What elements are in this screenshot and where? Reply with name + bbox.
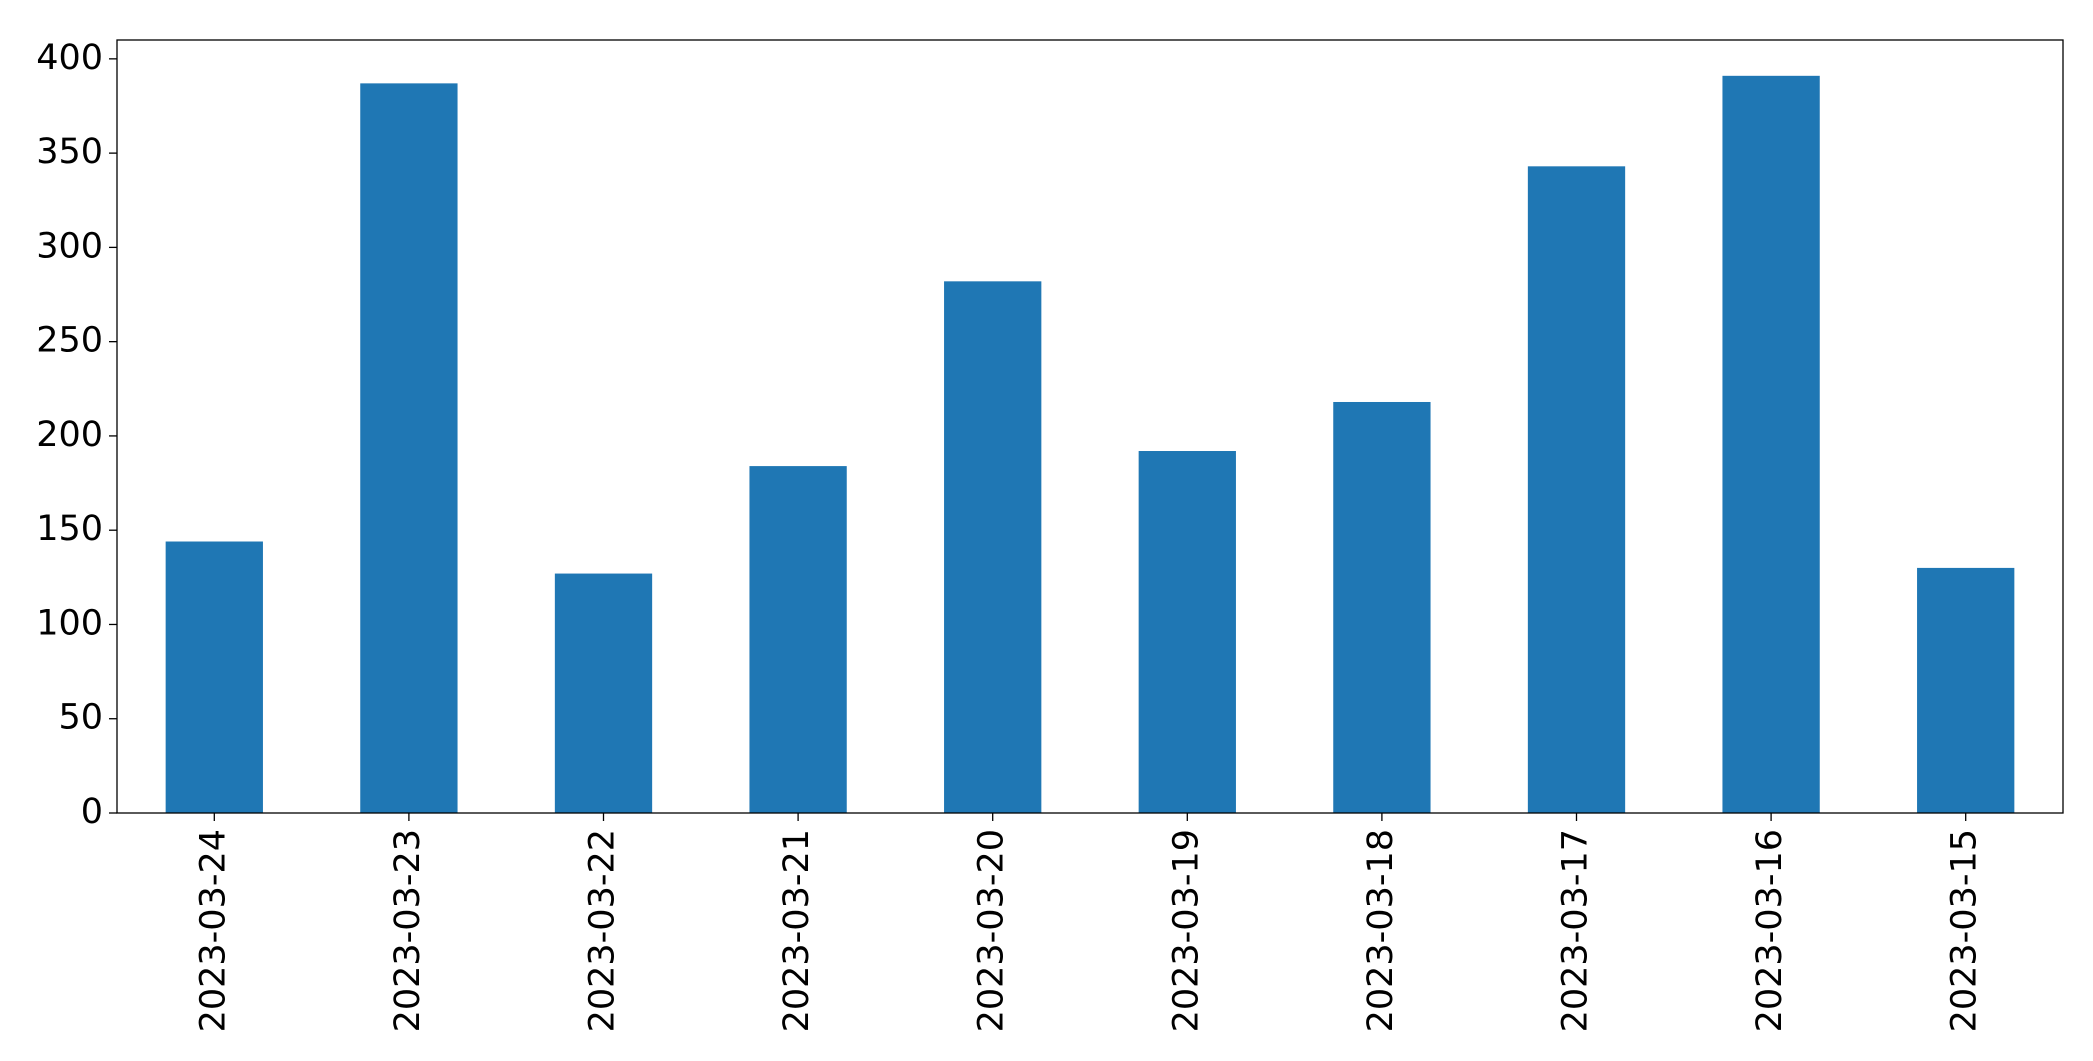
bar xyxy=(1527,166,1626,813)
x-tick-label: 2023-03-23 xyxy=(388,829,428,1032)
bar xyxy=(1333,401,1431,813)
x-tick-label: 2023-03-15 xyxy=(1945,829,1985,1032)
bar xyxy=(360,83,458,814)
x-tick-label: 2023-03-22 xyxy=(583,829,623,1032)
x-tick-label: 2023-03-24 xyxy=(193,829,233,1032)
y-tick-label: 50 xyxy=(58,698,103,738)
y-tick-label: 300 xyxy=(36,226,103,266)
bar xyxy=(1917,567,2015,813)
bar xyxy=(944,281,1042,813)
x-tick-label: 2023-03-20 xyxy=(972,829,1012,1032)
x-tick-label: 2023-03-19 xyxy=(1166,829,1206,1032)
x-tick-label: 2023-03-17 xyxy=(1556,829,1596,1032)
y-tick-label: 250 xyxy=(36,321,103,361)
bar xyxy=(165,541,263,813)
bar xyxy=(749,466,847,813)
bar xyxy=(554,573,653,813)
y-tick-label: 200 xyxy=(36,415,103,455)
bar xyxy=(1722,75,1820,813)
x-tick-label: 2023-03-18 xyxy=(1361,829,1401,1032)
y-tick-label: 0 xyxy=(81,792,103,832)
y-tick-label: 100 xyxy=(36,603,103,643)
bar xyxy=(1138,451,1236,813)
y-tick-label: 350 xyxy=(36,132,103,172)
x-tick-label: 2023-03-16 xyxy=(1750,829,1790,1032)
plot-frame xyxy=(116,39,2064,814)
y-tick-label: 400 xyxy=(36,38,103,78)
x-tick-label: 2023-03-21 xyxy=(777,829,817,1032)
y-tick-label: 150 xyxy=(36,509,103,549)
